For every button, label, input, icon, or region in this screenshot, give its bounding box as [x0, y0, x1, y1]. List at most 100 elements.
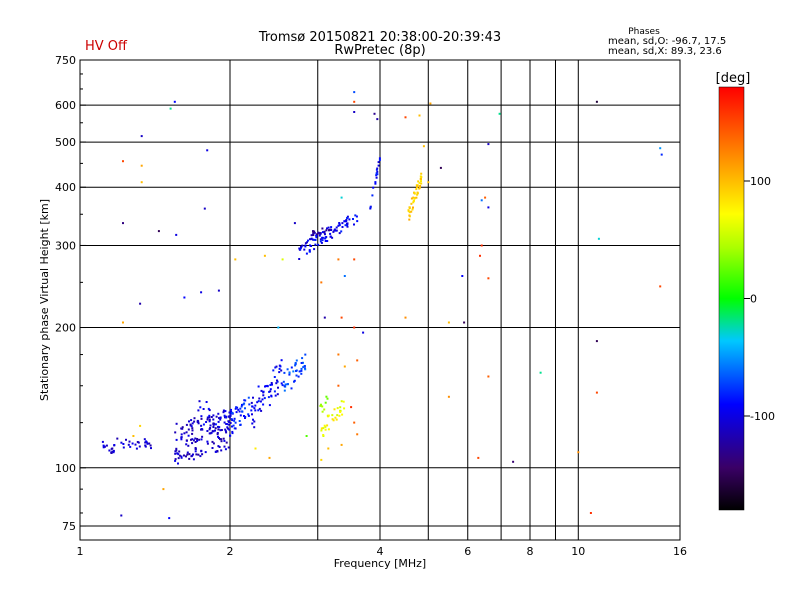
- echo-point: [252, 396, 254, 399]
- data-points: [101, 91, 663, 520]
- echo-point: [338, 232, 341, 235]
- echo-point: [376, 118, 379, 121]
- echo-point: [247, 396, 250, 399]
- echo-point: [337, 224, 340, 227]
- echo-point: [139, 424, 142, 427]
- echo-point: [264, 385, 267, 388]
- echo-point: [339, 406, 342, 409]
- echo-point: [140, 181, 143, 184]
- echo-point: [247, 413, 250, 416]
- echo-point: [269, 388, 272, 391]
- echo-point: [321, 405, 324, 408]
- echo-point: [197, 453, 200, 456]
- echo-point: [312, 232, 315, 235]
- echo-point: [325, 229, 328, 232]
- echo-point: [320, 241, 323, 244]
- echo-point: [294, 362, 297, 365]
- echo-point: [269, 390, 272, 393]
- echo-point: [278, 367, 281, 370]
- echo-point: [321, 236, 324, 239]
- echo-point: [346, 217, 349, 219]
- echo-point: [187, 428, 190, 431]
- echo-point: [418, 181, 421, 184]
- echo-point: [180, 433, 183, 436]
- echo-point: [220, 429, 223, 431]
- echo-point: [408, 206, 411, 209]
- echo-point: [239, 423, 242, 426]
- echo-point: [253, 426, 256, 429]
- echo-point: [208, 418, 211, 421]
- echo-point: [260, 409, 263, 412]
- echo-point: [340, 196, 343, 199]
- echo-point: [420, 172, 423, 175]
- echo-point: [230, 411, 233, 413]
- echo-point: [212, 418, 215, 421]
- echo-point: [439, 166, 442, 169]
- echo-point: [348, 218, 351, 221]
- echo-point: [244, 399, 247, 402]
- echo-point: [157, 230, 160, 233]
- echo-point: [214, 429, 216, 432]
- echo-point: [217, 428, 220, 431]
- echo-point: [225, 441, 228, 444]
- echo-point: [175, 422, 178, 425]
- echo-point: [244, 407, 246, 410]
- echo-point: [308, 249, 311, 252]
- echo-point: [201, 428, 204, 431]
- echo-point: [214, 427, 217, 430]
- echo-point: [293, 222, 296, 225]
- echo-point: [200, 424, 203, 427]
- echo-point: [271, 383, 273, 386]
- chart-title: Tromsø 20150821 20:38:00-20:39:43: [258, 30, 501, 45]
- echo-point: [429, 102, 432, 105]
- echo-point: [229, 434, 231, 437]
- echo-point: [250, 401, 253, 404]
- echo-point: [342, 400, 345, 403]
- echo-point: [206, 430, 209, 432]
- echo-point: [298, 247, 301, 250]
- echo-point: [192, 458, 195, 461]
- echo-point: [188, 420, 190, 423]
- echo-point: [206, 416, 209, 419]
- echo-point: [659, 147, 662, 150]
- x-tick-label: 2: [227, 545, 234, 558]
- echo-point: [180, 456, 183, 459]
- echo-point: [310, 245, 313, 247]
- x-tick-label: 10: [571, 545, 585, 558]
- echo-point: [272, 369, 275, 372]
- echo-point: [288, 372, 291, 374]
- echo-point: [208, 432, 211, 435]
- echo-point: [185, 431, 188, 434]
- echo-point: [196, 439, 199, 442]
- echo-point: [120, 441, 123, 444]
- echo-point: [202, 423, 205, 426]
- echo-point: [188, 457, 191, 460]
- echo-point: [223, 421, 226, 424]
- echo-point: [320, 281, 323, 284]
- echo-point: [269, 384, 272, 386]
- echo-point: [340, 443, 343, 446]
- x-tick-label: 1: [77, 545, 84, 558]
- echo-point: [191, 427, 194, 430]
- echo-point: [284, 383, 287, 386]
- echo-point: [211, 447, 214, 449]
- echo-point: [461, 275, 464, 277]
- echo-point: [261, 398, 264, 401]
- echo-point: [413, 192, 416, 195]
- echo-point: [125, 438, 127, 441]
- echo-point: [168, 517, 171, 520]
- echo-point: [447, 395, 450, 398]
- echo-point: [310, 234, 313, 237]
- echo-point: [276, 393, 279, 396]
- echo-point: [175, 438, 178, 441]
- echo-point: [305, 252, 308, 255]
- echo-point: [122, 446, 125, 449]
- echo-point: [194, 450, 197, 453]
- echo-point: [202, 408, 205, 410]
- echo-point: [146, 442, 149, 445]
- hv-status-label: HV Off: [85, 39, 128, 54]
- echo-point: [122, 222, 124, 225]
- echo-point: [327, 226, 330, 229]
